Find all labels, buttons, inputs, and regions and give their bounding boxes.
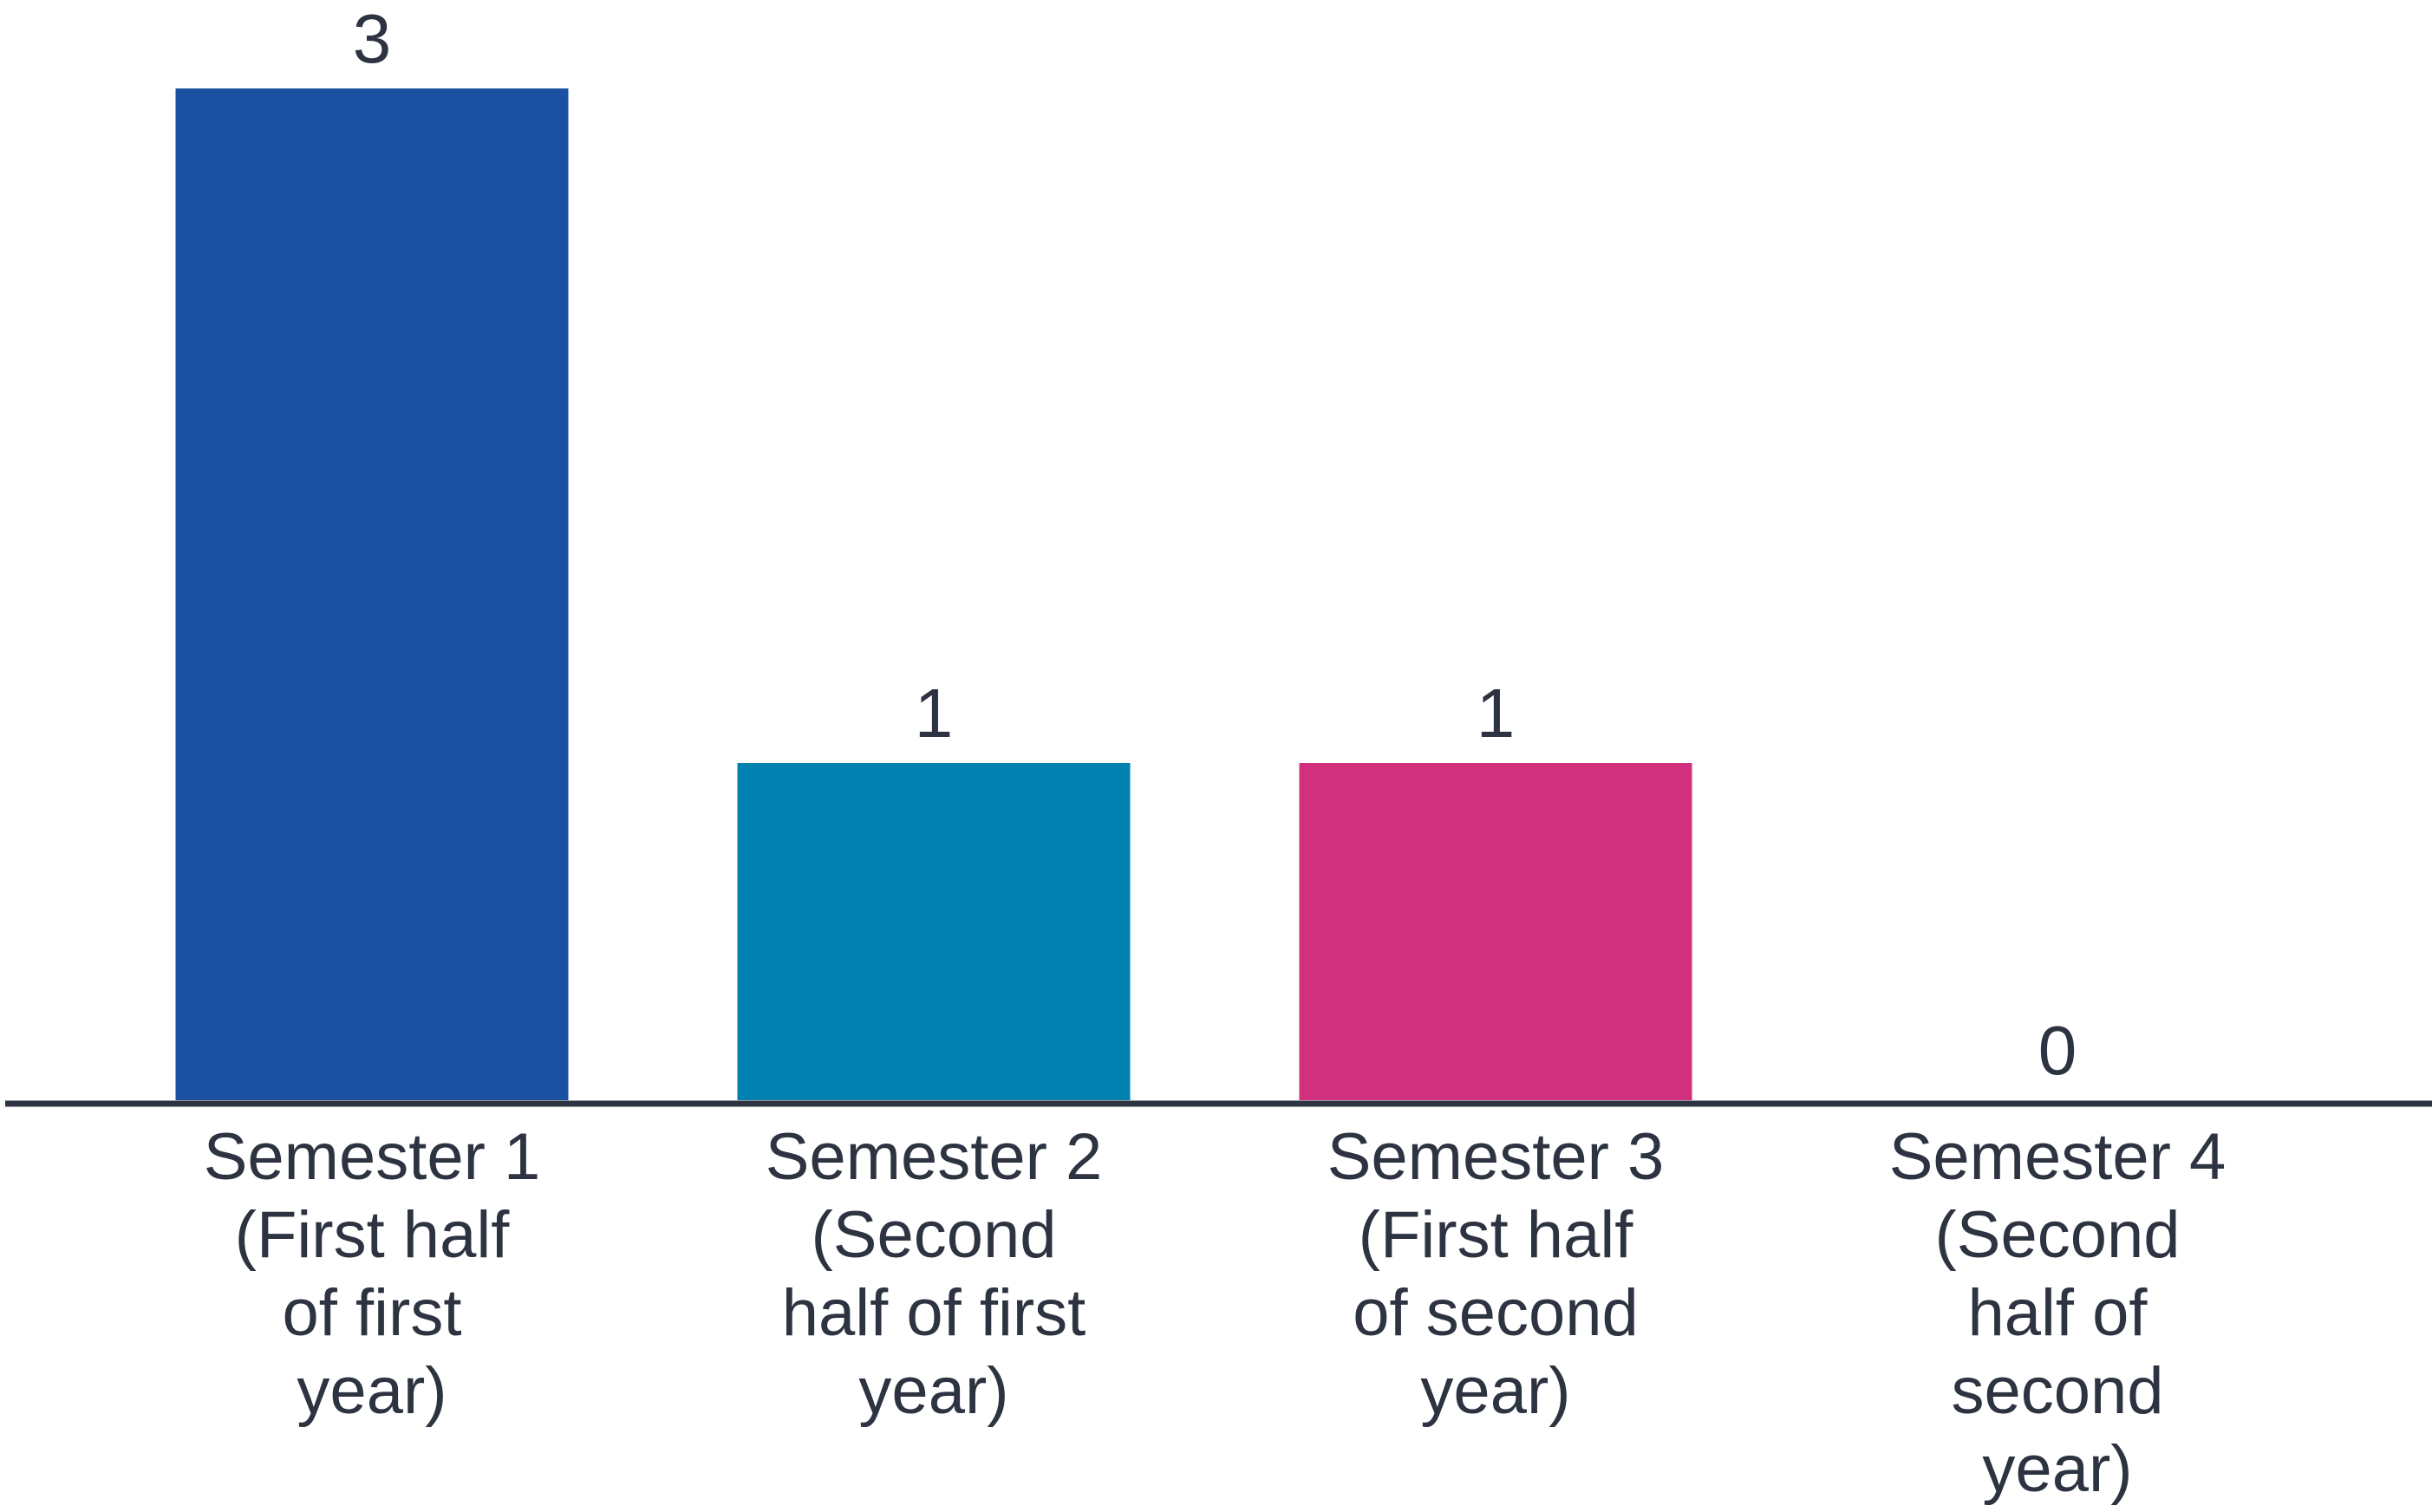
- x-tick-label-line: of first: [283, 1276, 462, 1350]
- data-label-2: 1: [915, 675, 954, 752]
- bar-1: [175, 88, 569, 1100]
- x-tick-label-4: Semester 4 (Second half of second year): [1889, 1120, 2227, 1506]
- x-tick-label-line: year): [297, 1354, 447, 1428]
- x-tick-label-line: second: [1951, 1354, 2163, 1428]
- x-tick-label-line: Semester 2: [766, 1120, 1103, 1194]
- data-label-1: 3: [353, 0, 392, 77]
- x-tick-label-3: Semester 3 (First half of second year): [1327, 1120, 1665, 1428]
- x-tick-label-line: year): [1420, 1354, 1570, 1428]
- x-tick-label-line: Semester 1: [204, 1120, 541, 1194]
- x-tick-label-line: (First half: [1359, 1198, 1634, 1272]
- x-tick-label-line: year): [858, 1354, 1008, 1428]
- value-labels-group: 3 1 1 0: [353, 0, 2077, 1089]
- bar-3: [1299, 763, 1692, 1100]
- x-tick-label-line: half of first: [782, 1276, 1086, 1350]
- x-tick-label-line: half of: [1967, 1276, 2148, 1350]
- x-tick-label-2: Semester 2 (Second half of first year): [766, 1120, 1103, 1428]
- bar-2: [737, 763, 1131, 1100]
- x-tick-label-line: year): [1982, 1432, 2132, 1506]
- x-tick-label-line: (Second: [811, 1198, 1056, 1272]
- x-tick-label-line: Semester 3: [1327, 1120, 1665, 1194]
- bars-group: [175, 88, 1692, 1100]
- data-label-4: 0: [2038, 1012, 2077, 1089]
- x-tick-label-line: of second: [1353, 1276, 1639, 1350]
- x-tick-label-line: Semester 4: [1889, 1120, 2227, 1194]
- x-tick-label-1: Semester 1 (First half of first year): [204, 1120, 541, 1428]
- data-label-3: 1: [1477, 675, 1516, 752]
- x-tick-labels-group: Semester 1 (First half of first year)Semest…: [204, 1120, 2227, 1506]
- x-tick-label-line: (Second: [1934, 1198, 2180, 1272]
- x-tick-label-line: (First half: [235, 1198, 511, 1272]
